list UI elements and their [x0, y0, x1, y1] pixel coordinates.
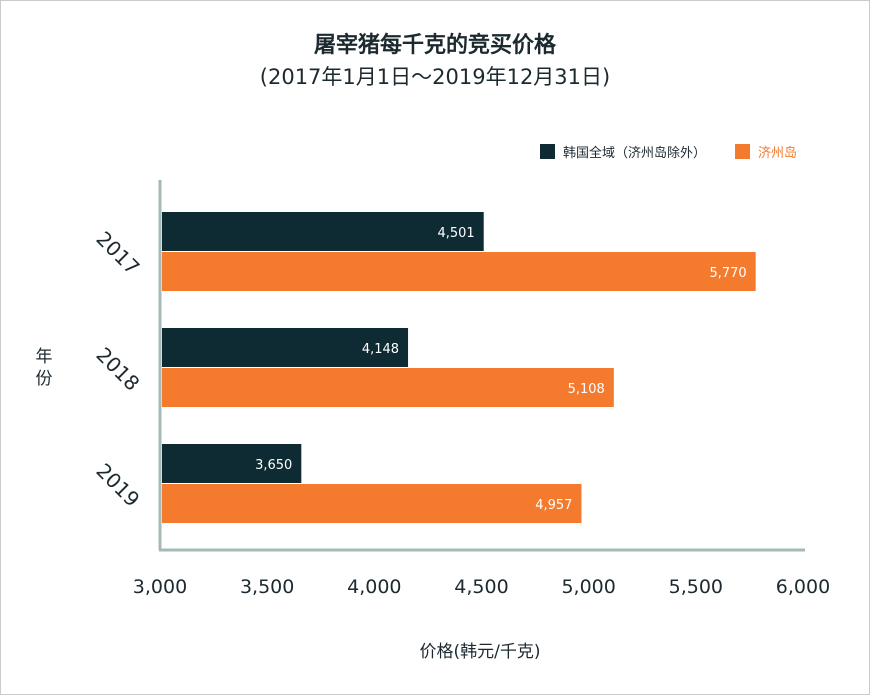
bar-value-label-2017-jeju: 5,770: [709, 266, 746, 281]
legend-swatch-nationwide: [540, 144, 555, 159]
bar-2018-jeju: [162, 368, 614, 407]
chart-title: 屠宰猪每千克的竞买价格: [314, 32, 557, 58]
y-category-label-2019: 2019: [91, 459, 144, 512]
x-tick-labels: 3,000 3,500 4,000 4,500 5,000 5,500 6,000: [133, 576, 830, 598]
bar-value-label-2019-nationwide: 3,650: [255, 458, 292, 473]
bar-2017-jeju: [162, 252, 756, 291]
x-tick-label-5: 5,500: [669, 576, 723, 598]
bar-2019-jeju: [162, 484, 582, 523]
x-tick-label-1: 3,500: [240, 576, 294, 598]
bar-value-label-2018-nationwide: 4,148: [362, 342, 399, 357]
x-tick-label-2: 4,000: [347, 576, 401, 598]
bar-value-label-2017-nationwide: 4,501: [437, 226, 474, 241]
x-tick-label-0: 3,000: [133, 576, 187, 598]
legend-label-jeju: 济州岛: [758, 145, 797, 161]
y-category-label-2017: 2017: [91, 227, 144, 280]
bar-value-label-2019-jeju: 4,957: [535, 498, 572, 513]
bar-2019-nationwide: [162, 444, 302, 483]
x-tick-label-3: 4,500: [454, 576, 508, 598]
y-axis-title: 年份: [36, 347, 53, 389]
legend-label-nationwide: 韩国全域（济州岛除外）: [563, 145, 706, 161]
bar-2017-nationwide: [162, 212, 484, 251]
bar-2018-nationwide: [162, 328, 409, 367]
bars-group: 4,501 5,770 4,148 5,108 3,650 4,957: [162, 212, 756, 523]
y-category-labels: 2017 2018 2019: [91, 227, 144, 512]
legend-swatch-jeju: [735, 144, 750, 159]
x-axis-title: 价格(韩元/千克): [420, 642, 541, 662]
chart-subtitle: (2017年1月1日～2019年12月31日): [260, 65, 610, 89]
legend: 韩国全域（济州岛除外） 济州岛: [540, 144, 797, 161]
x-tick-label-6: 6,000: [776, 576, 830, 598]
bar-value-label-2018-jeju: 5,108: [568, 382, 605, 397]
x-tick-label-4: 5,000: [561, 576, 615, 598]
y-category-label-2018: 2018: [91, 343, 144, 396]
